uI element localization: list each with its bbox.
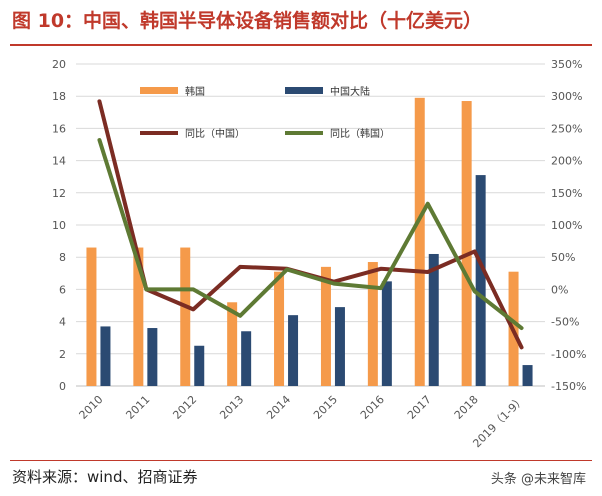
- x-tick-label: 2013: [217, 393, 246, 422]
- legend-label: 中国大陆: [330, 85, 370, 98]
- bar-china: [241, 331, 252, 386]
- y-right-tick-label: 350%: [551, 58, 582, 71]
- legend-label: 韩国: [185, 85, 205, 98]
- y-right-tick-label: -50%: [551, 316, 579, 329]
- footer-divider: [10, 460, 592, 461]
- bar-china: [381, 281, 392, 386]
- bar-korea: [180, 247, 191, 386]
- bar-china: [475, 175, 486, 386]
- y-left-tick-label: 8: [59, 251, 66, 264]
- bar-china: [288, 315, 299, 386]
- y-left-tick-label: 20: [52, 58, 66, 71]
- y-right-tick-label: 200%: [551, 155, 582, 168]
- legend-swatch: [140, 87, 178, 94]
- title-divider: [10, 44, 592, 46]
- y-right-tick-label: -100%: [551, 348, 586, 361]
- bar-korea: [86, 247, 97, 386]
- bar-china: [522, 365, 533, 386]
- legend-swatch: [285, 87, 323, 94]
- x-tick-label: 2014: [264, 393, 293, 422]
- x-tick-label: 2018: [452, 393, 481, 422]
- line-china-yoy: [97, 99, 524, 350]
- x-tick-label: 2017: [405, 393, 434, 422]
- y-left-tick-label: 16: [52, 122, 66, 135]
- y-left-tick-label: 2: [59, 348, 66, 361]
- watermark: 头条 @未来智库: [490, 472, 586, 487]
- y-right-tick-label: 0%: [551, 283, 568, 296]
- y-right-tick-label: 300%: [551, 90, 582, 103]
- y-right-tick-label: 150%: [551, 187, 582, 200]
- y-right-tick-label: -150%: [551, 380, 586, 393]
- bar-korea: [133, 247, 144, 386]
- y-left-tick-label: 12: [52, 187, 66, 200]
- bar-china: [194, 345, 205, 386]
- x-tick-label: 2010: [77, 393, 106, 422]
- bar-china: [334, 307, 345, 386]
- y-right-tick-label: 100%: [551, 219, 582, 232]
- y-left-tick-label: 0: [59, 380, 66, 393]
- y-right-tick-label: 250%: [551, 122, 582, 135]
- source-note: 资料来源：wind、招商证券: [12, 468, 198, 486]
- bar-china: [147, 328, 158, 386]
- bar-korea: [274, 271, 285, 386]
- x-tick-label: 2016: [358, 393, 387, 422]
- bar-korea: [461, 101, 472, 386]
- legend-label: 同比（韩国）: [330, 127, 390, 140]
- bar-korea: [227, 302, 238, 386]
- y-left-tick-label: 10: [52, 219, 66, 232]
- x-tick-label: 2012: [170, 393, 199, 422]
- line-korea-yoy: [97, 137, 524, 331]
- y-left-tick-label: 14: [52, 155, 66, 168]
- bar-korea: [320, 266, 331, 386]
- y-left-tick-label: 18: [52, 90, 66, 103]
- x-tick-label: 2015: [311, 393, 340, 422]
- bar-korea: [414, 97, 425, 386]
- x-tick-label: 2011: [123, 393, 152, 422]
- y-left-tick-label: 6: [59, 283, 66, 296]
- y-right-tick-label: 50%: [551, 251, 575, 264]
- chart-title: 图 10：中国、韩国半导体设备销售额对比（十亿美元）: [12, 10, 483, 32]
- bar-china: [428, 253, 439, 386]
- bar-china: [100, 326, 111, 386]
- legend-label: 同比（中国）: [185, 127, 245, 140]
- bar-korea: [367, 262, 378, 386]
- y-left-tick-label: 4: [59, 316, 66, 329]
